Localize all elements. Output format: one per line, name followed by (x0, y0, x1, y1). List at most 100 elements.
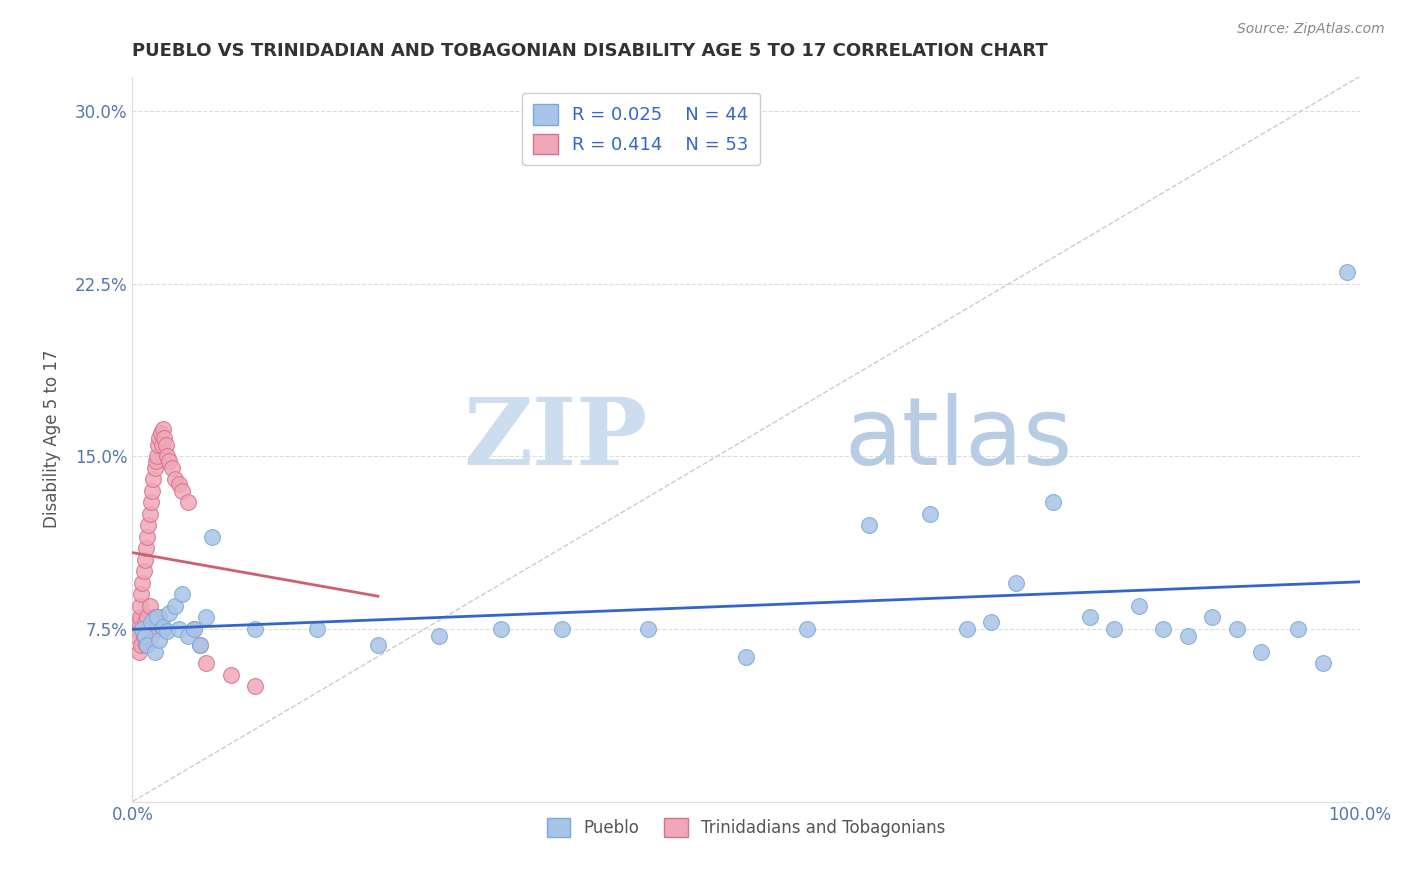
Point (157, 454, 180, 468)
Point (135, 638, 157, 652)
Point (145, 454, 167, 468)
Point (134, 615, 156, 629)
Point (134, 553, 156, 567)
Point (143, 460, 166, 475)
Point (142, 472, 165, 486)
Point (131, 622, 153, 636)
Point (152, 620, 174, 634)
Point (128, 610, 150, 624)
Point (148, 431, 170, 445)
Point (305, 622, 328, 636)
Point (637, 622, 659, 636)
Point (918, 507, 941, 521)
Point (1102, 622, 1125, 636)
Point (128, 615, 150, 629)
Point (136, 530, 159, 544)
Point (125, 622, 148, 636)
Point (160, 460, 183, 475)
Point (1312, 657, 1334, 671)
Point (1177, 629, 1199, 643)
Point (148, 610, 170, 624)
Point (188, 638, 211, 652)
Point (146, 450, 169, 464)
Point (1042, 495, 1064, 509)
Point (148, 633, 170, 648)
Point (156, 450, 179, 464)
Point (136, 610, 159, 624)
Text: ZIP: ZIP (464, 394, 648, 484)
Point (980, 615, 1002, 629)
Point (195, 657, 218, 671)
Point (245, 622, 267, 636)
Point (165, 599, 187, 613)
Point (157, 606, 180, 620)
Point (155, 438, 177, 452)
Point (156, 624, 179, 639)
Text: atlas: atlas (844, 393, 1073, 485)
Point (138, 507, 160, 521)
Point (1005, 576, 1028, 591)
Point (135, 541, 157, 556)
Point (183, 622, 205, 636)
Point (152, 422, 174, 436)
Point (127, 629, 149, 643)
Point (153, 431, 176, 445)
Point (1226, 622, 1249, 636)
Text: PUEBLO VS TRINIDADIAN AND TOBAGONIAN DISABILITY AGE 5 TO 17 CORRELATION CHART: PUEBLO VS TRINIDADIAN AND TOBAGONIAN DIS… (132, 42, 1049, 60)
Point (128, 645, 150, 659)
Point (1128, 599, 1150, 613)
Point (1152, 622, 1174, 636)
Point (167, 622, 190, 636)
Point (245, 680, 267, 694)
Point (131, 622, 153, 636)
Point (143, 645, 166, 659)
Point (139, 615, 162, 629)
Point (139, 495, 162, 509)
Point (138, 622, 160, 636)
Point (141, 615, 163, 629)
Point (131, 576, 153, 591)
Point (367, 638, 389, 652)
Point (138, 599, 160, 613)
Point (146, 610, 169, 624)
Point (139, 629, 162, 643)
Point (956, 622, 979, 636)
Point (201, 530, 224, 544)
Point (134, 629, 156, 643)
Point (796, 622, 818, 636)
Point (128, 599, 150, 613)
Text: Source: ZipAtlas.com: Source: ZipAtlas.com (1237, 22, 1385, 37)
Point (551, 622, 574, 636)
Point (129, 638, 152, 652)
Point (148, 438, 170, 452)
Legend: Pueblo, Trinidadians and Tobagonians: Pueblo, Trinidadians and Tobagonians (540, 812, 952, 844)
Point (146, 622, 169, 636)
Point (170, 587, 193, 601)
Point (149, 426, 172, 441)
Point (1336, 265, 1358, 279)
Point (188, 638, 211, 652)
Point (170, 483, 193, 498)
Point (141, 483, 163, 498)
Point (1286, 622, 1309, 636)
Point (152, 622, 174, 636)
Point (177, 495, 200, 509)
Point (167, 477, 190, 491)
Point (489, 622, 512, 636)
Y-axis label: Disability Age 5 to 17: Disability Age 5 to 17 (44, 350, 60, 528)
Point (136, 638, 159, 652)
Point (138, 518, 160, 533)
Point (427, 629, 450, 643)
Point (735, 649, 758, 664)
Point (858, 518, 880, 533)
Point (195, 610, 218, 624)
Point (132, 565, 155, 579)
Point (177, 629, 200, 643)
Point (165, 472, 187, 486)
Point (1250, 645, 1272, 659)
Point (129, 587, 152, 601)
Point (143, 610, 166, 624)
Point (1201, 610, 1223, 624)
Point (183, 622, 205, 636)
Point (150, 438, 173, 452)
